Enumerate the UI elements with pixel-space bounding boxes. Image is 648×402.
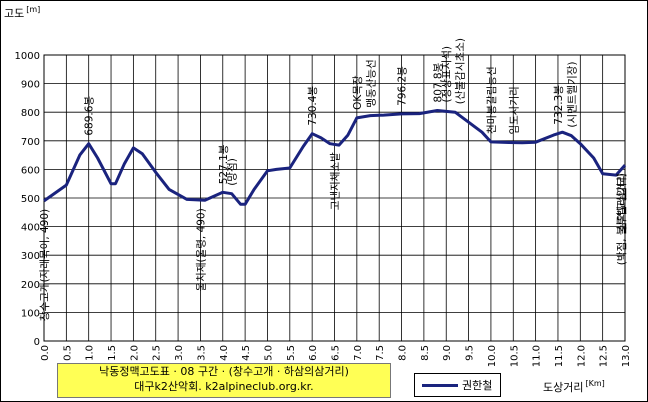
x-tick-label: 11.5 bbox=[554, 345, 565, 367]
peak-annotation: 천마봉갈림능선 bbox=[485, 66, 498, 134]
legend-swatch bbox=[422, 384, 458, 387]
x-tick-label: 3.5 bbox=[196, 345, 207, 361]
peak-annotation: (정상표지석) bbox=[441, 46, 453, 103]
x-tick-label: 11.0 bbox=[532, 345, 543, 367]
y-tick-label: 500 bbox=[21, 194, 40, 205]
peak-annotation: 807.8봉 bbox=[432, 62, 444, 102]
y-tick-label: 400 bbox=[21, 223, 40, 234]
x-tick-labels: 0.0 0.5 1.0 1.5 2.0 2.5 3.0 3.5 4.0 4.5 5.0 5.5 6.0 6… bbox=[40, 345, 632, 367]
chart-subtitle: 대구k2산악회. k2alpineclub.org.kr. bbox=[134, 380, 314, 393]
peak-annotation: 796.2봉 bbox=[397, 66, 409, 106]
x-tick-label: 2.0 bbox=[129, 345, 140, 361]
x-tick-label: 3.0 bbox=[174, 345, 185, 361]
legend: 권한철 bbox=[414, 373, 501, 397]
peak-annotation: (시멘트헬기장) bbox=[566, 61, 578, 127]
chart-title: 낙동정맥고도표 · 08 구간 · (창수고개 · 하삼의삼거리) bbox=[99, 365, 349, 378]
point-annotation: (박점, 불루벨리입터) bbox=[615, 173, 628, 265]
y-tick-label: 0 bbox=[34, 337, 40, 348]
x-tick-label: 12.5 bbox=[599, 345, 610, 367]
peak-annotation: 527.1봉 bbox=[218, 144, 230, 184]
x-tick-label: 1.5 bbox=[107, 345, 118, 361]
y-axis-label: 고도 [m] bbox=[4, 5, 41, 20]
legend-series-name: 권한철 bbox=[462, 379, 493, 392]
peak-annotation: 임도사거리 bbox=[507, 86, 520, 134]
y-tick-label: 1000 bbox=[15, 51, 40, 62]
plot-border bbox=[43, 54, 626, 342]
chart-title-box: 낙동정맥고도표 · 08 구간 · (창수고개 · 하삼의삼거리) 대구k2산악… bbox=[57, 363, 391, 398]
x-tick-label: 12.0 bbox=[576, 345, 587, 367]
x-tick-label: 7.5 bbox=[375, 345, 386, 361]
peak-annotation: (산불감시초소) bbox=[455, 38, 467, 104]
point-annotation: 창수고개(자래목이, 490) bbox=[39, 209, 51, 321]
elevation-line bbox=[43, 109, 627, 206]
peak-annotation: 맹동산능선 bbox=[365, 59, 377, 107]
x-tick-label: 5.5 bbox=[286, 345, 297, 361]
x-tick-label: 7.0 bbox=[353, 345, 364, 361]
y-tick-label: 100 bbox=[21, 308, 40, 319]
peak-annotation: (망점) bbox=[227, 158, 239, 186]
x-tick-label: 0.0 bbox=[40, 345, 51, 361]
y-tick-label: 700 bbox=[21, 137, 40, 148]
peak-annotation: 689.6봉 bbox=[84, 96, 96, 136]
x-tick-label: 2.5 bbox=[152, 345, 163, 361]
y-tick-label: 900 bbox=[21, 80, 40, 91]
y-tick-label: 300 bbox=[21, 251, 40, 262]
peak-annotation: OK목장 bbox=[352, 75, 364, 110]
peak-annotation: 730.4봉 bbox=[307, 86, 319, 126]
x-tick-label: 13.0 bbox=[621, 345, 632, 367]
x-tick-label: 4.5 bbox=[241, 345, 252, 361]
x-tick-label: 6.0 bbox=[308, 345, 319, 361]
y-tick-labels: 0 100 200 300 400 500 600 700 800 900 1000 bbox=[15, 51, 40, 348]
point-annotation: 울치재(울령, 490) bbox=[195, 208, 207, 291]
x-axis-label: 도상거리 [Km] bbox=[543, 379, 605, 394]
x-tick-label: 1.0 bbox=[85, 345, 96, 361]
x-tick-label: 8.5 bbox=[420, 345, 431, 361]
point-annotation: 삼의교삼거리 bbox=[616, 173, 628, 231]
y-tick-label: 800 bbox=[21, 108, 40, 119]
point-annotation: 고낸지채소밭 bbox=[330, 152, 342, 210]
x-tick-label: 8.0 bbox=[398, 345, 409, 361]
x-tick-label: 10.0 bbox=[487, 345, 498, 367]
x-tick-label: 4.0 bbox=[219, 345, 230, 361]
y-tick-label: 200 bbox=[21, 280, 40, 291]
x-tick-label: 6.5 bbox=[331, 345, 342, 361]
y-tick-label: 600 bbox=[21, 165, 40, 176]
x-tick-label: 9.0 bbox=[442, 345, 453, 361]
peak-annotation: 732.3봉 bbox=[553, 85, 565, 125]
x-tick-label: 0.5 bbox=[62, 345, 73, 361]
x-tick-label: 5.0 bbox=[263, 345, 274, 361]
x-tick-label: 10.5 bbox=[509, 345, 520, 367]
x-tick-label: 9.5 bbox=[465, 345, 476, 361]
